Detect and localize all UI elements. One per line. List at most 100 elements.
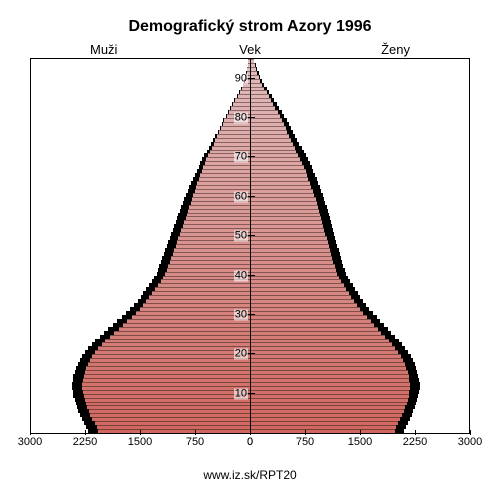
men-bar-row (31, 390, 250, 394)
men-bar-row (31, 138, 250, 142)
men-bar-row (31, 98, 250, 102)
men-bar-row (31, 213, 250, 217)
women-bar-row (251, 323, 469, 327)
men-bar-row (31, 287, 250, 291)
women-bar-row (251, 240, 469, 244)
y-tick-label: 40 (234, 270, 248, 281)
women-bar-row (251, 425, 469, 429)
women-bar-row (251, 362, 469, 366)
men-bar-row (31, 244, 250, 248)
women-bar-row (251, 402, 469, 406)
women-bar-row (251, 173, 469, 177)
women-bar-row (251, 354, 469, 358)
women-bar-row (251, 181, 469, 185)
men-bar-row (31, 335, 250, 339)
women-bar-row (251, 161, 469, 165)
women-bars (251, 59, 469, 433)
men-bar-row (31, 177, 250, 181)
x-tick-label: 750 (296, 436, 314, 448)
women-bar-row (251, 413, 469, 417)
women-bar-row (251, 177, 469, 181)
men-bar-row (31, 339, 250, 343)
women-bar-row (251, 224, 469, 228)
label-age: Vek (239, 42, 261, 57)
men-bar-row (31, 185, 250, 189)
women-bar-row (251, 272, 469, 276)
men-bar-row (31, 146, 250, 150)
women-bar-row (251, 87, 469, 91)
men-bar-row (31, 425, 250, 429)
women-bar-row (251, 75, 469, 79)
women-bar-row (251, 260, 469, 264)
men-bar-row (31, 232, 250, 236)
women-bar-row (251, 244, 469, 248)
men-bar-row (31, 311, 250, 315)
men-bar-row (31, 205, 250, 209)
men-bar-row (31, 79, 250, 83)
y-tick-label: 60 (234, 191, 248, 202)
men-bar-row (31, 354, 250, 358)
men-bar-row (31, 150, 250, 154)
women-bar-row (251, 197, 469, 201)
y-tick-label: 70 (234, 152, 248, 163)
footer-url: www.iz.sk/RPT20 (0, 468, 500, 482)
men-bar-row (31, 350, 250, 354)
men-bar-row (31, 240, 250, 244)
men-bar-row (31, 67, 250, 71)
women-bar-row (251, 216, 469, 220)
men-bar-row (31, 228, 250, 232)
men-bar-row (31, 193, 250, 197)
women-bar-row (251, 279, 469, 283)
men-bar-row (31, 315, 250, 319)
men-bar-row (31, 71, 250, 75)
x-tick-label: 3000 (18, 436, 42, 448)
women-bar-row (251, 118, 469, 122)
women-bar-row (251, 268, 469, 272)
x-tick-label: 3000 (458, 436, 482, 448)
men-bar-row (31, 272, 250, 276)
men-bar-row (31, 295, 250, 299)
women-bar-row (251, 157, 469, 161)
women-bar-row (251, 138, 469, 142)
men-bar-row (31, 256, 250, 260)
women-bar-row (251, 165, 469, 169)
women-bar-row (251, 94, 469, 98)
men-bar-row (31, 413, 250, 417)
y-tick-label: 50 (234, 231, 248, 242)
men-bar-row (31, 126, 250, 130)
women-bar-row (251, 102, 469, 106)
men-bar-row (31, 370, 250, 374)
men-bar-row (31, 417, 250, 421)
women-bar-row (251, 374, 469, 378)
men-bar-row (31, 87, 250, 91)
men-bar-row (31, 362, 250, 366)
women-bar-row (251, 394, 469, 398)
men-bar-row (31, 323, 250, 327)
y-tick-label: 20 (234, 349, 248, 360)
men-bar-row (31, 118, 250, 122)
women-bar-row (251, 307, 469, 311)
men-bar-row (31, 260, 250, 264)
women-bar-row (251, 358, 469, 362)
men-bar-row (31, 331, 250, 335)
women-bar-row (251, 346, 469, 350)
men-bars (31, 59, 250, 433)
women-bar-row (251, 339, 469, 343)
women-bar-row (251, 63, 469, 67)
women-bar-row (251, 264, 469, 268)
men-bar-row (31, 59, 250, 63)
men-bar-row (31, 63, 250, 67)
men-bar-row (31, 189, 250, 193)
men-bar-row (31, 142, 250, 146)
men-bar-row (31, 216, 250, 220)
women-bar-row (251, 386, 469, 390)
women-bar-row (251, 67, 469, 71)
men-bar-row (31, 201, 250, 205)
y-tick-label: 80 (234, 113, 248, 124)
men-bar-row (31, 319, 250, 323)
women-bar-row (251, 421, 469, 425)
men-bar-row (31, 276, 250, 280)
women-bar-row (251, 417, 469, 421)
men-bar-row (31, 122, 250, 126)
men-bar-row (31, 165, 250, 169)
